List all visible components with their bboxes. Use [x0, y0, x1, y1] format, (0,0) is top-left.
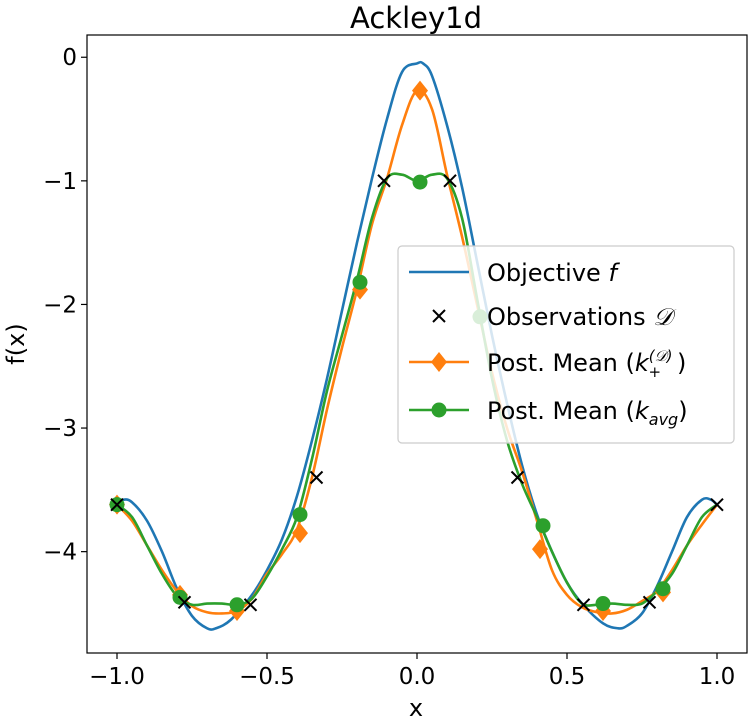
axis-ticks: −1.0 −0.5 0.0 0.5 1.0 0 −1 −2 −3 −4: [43, 45, 735, 690]
x-axis-label: x: [409, 694, 423, 722]
legend-handle-marker-1: [432, 309, 446, 323]
circle-marker-4: [352, 274, 368, 290]
series-line-objective: [116, 60, 718, 631]
y-axis-label: f(x): [2, 323, 30, 364]
legend-label-2: Post. Mean (k(𝒟) +): [487, 347, 686, 381]
circle-marker-9: [655, 581, 671, 597]
legend-label-3: Post. Mean (kavg): [487, 397, 688, 429]
x-tick-label-4: 1.0: [699, 664, 736, 690]
legend-box: [397, 245, 735, 444]
legend: Objective f Observations 𝒟 Post. Mean (k(𝒟…: [397, 245, 735, 444]
x-tick-label-3: 0.5: [549, 664, 586, 690]
x-tick-label-1: −0.5: [239, 664, 295, 690]
chart-title: Ackley1d: [350, 1, 482, 35]
y-tick-label-1: −1: [43, 169, 77, 195]
x-tick-label-2: 0.0: [399, 664, 436, 690]
legend-handle-marker-3: [431, 402, 447, 418]
diamond-marker-3: [292, 523, 308, 544]
observation-marker-7: [576, 598, 591, 612]
observation-marker-3: [309, 470, 324, 485]
diamond-marker-5: [412, 80, 428, 101]
y-tick-label-4: −4: [43, 540, 77, 566]
y-tick-label-2: −2: [43, 292, 77, 318]
observation-marker-8: [642, 595, 657, 610]
observation-marker-2: [243, 598, 258, 612]
x-tick-label-0: −1.0: [89, 664, 145, 690]
observation-marker-6: [510, 470, 525, 485]
y-tick-label-3: −3: [43, 416, 77, 442]
observation-marker-0: [110, 497, 124, 512]
circle-marker-2: [229, 597, 245, 613]
circle-marker-7: [535, 518, 551, 534]
circle-marker-8: [595, 596, 611, 612]
observation-marker-1: [177, 595, 192, 610]
circle-marker-5: [412, 174, 428, 190]
observation-marker-4: [377, 174, 391, 188]
y-tick-label-0: 0: [62, 45, 77, 71]
observation-marker-9: [710, 497, 724, 512]
legend-label-0: Objective f: [487, 259, 620, 287]
diamond-marker-6: [532, 539, 548, 560]
legend-handle-marker-2: [431, 352, 447, 372]
legend-label-1: Observations 𝒟: [487, 303, 677, 331]
circle-marker-3: [292, 507, 308, 523]
plot-area: [109, 60, 724, 631]
observation-marker-5: [443, 174, 457, 188]
